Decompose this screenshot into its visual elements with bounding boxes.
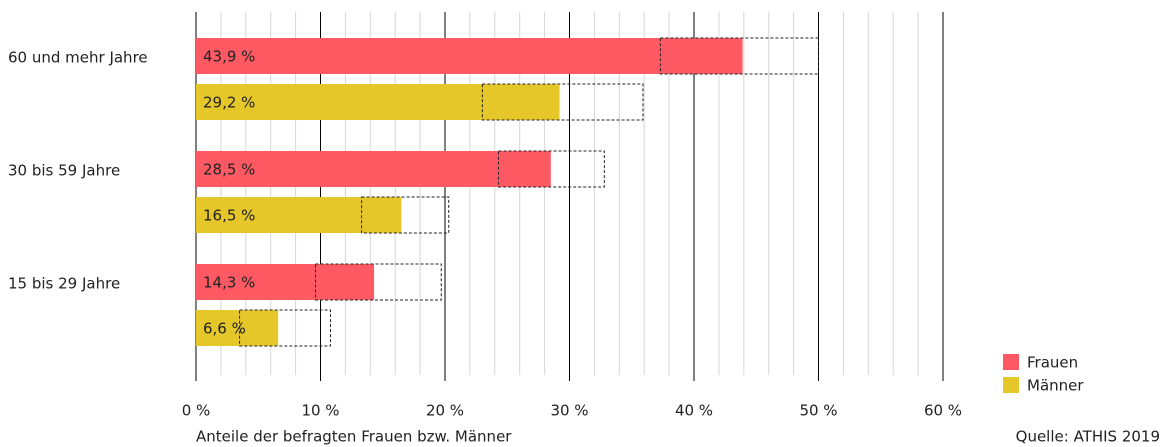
source: Quelle: ATHIS 2019: [1016, 428, 1160, 446]
x-tick-label: 50 %: [799, 402, 837, 420]
bar: [196, 84, 560, 120]
value-label: 14,3 %: [203, 274, 255, 292]
bar: [196, 38, 743, 74]
legend-swatch: [1003, 354, 1019, 370]
confidence-interval: [481, 83, 644, 121]
y-tick-label: 30 bis 59 Jahre: [8, 162, 120, 180]
x-tick-label: 20 %: [426, 402, 464, 420]
x-tick-label: 10 %: [301, 402, 339, 420]
bar: [196, 151, 551, 187]
y-tick-label: 60 und mehr Jahre: [8, 49, 148, 67]
bar: [196, 197, 402, 233]
legend-label: Frauen: [1027, 354, 1078, 372]
legend-label: Männer: [1027, 377, 1084, 395]
value-label: 28,5 %: [203, 161, 255, 179]
y-tick-label: 15 bis 29 Jahre: [8, 275, 120, 293]
legend-swatch: [1003, 377, 1019, 393]
x-tick-label: 30 %: [550, 402, 588, 420]
value-label: 29,2 %: [203, 94, 255, 112]
x-tick-label: 60 %: [924, 402, 962, 420]
confidence-interval: [239, 309, 331, 347]
confidence-interval: [659, 37, 820, 75]
confidence-interval: [498, 150, 605, 188]
bar: [196, 310, 279, 346]
confidence-interval: [315, 263, 442, 301]
x-tick-label: 0 %: [182, 402, 211, 420]
bar: [196, 264, 375, 300]
confidence-interval: [361, 196, 450, 234]
x-tick-label: 40 %: [675, 402, 713, 420]
x-axis-label: Anteile der befragten Frauen bzw. Männer: [196, 428, 512, 446]
value-label: 43,9 %: [203, 48, 255, 66]
value-label: 16,5 %: [203, 207, 255, 225]
value-label: 6,6 %: [203, 320, 246, 338]
